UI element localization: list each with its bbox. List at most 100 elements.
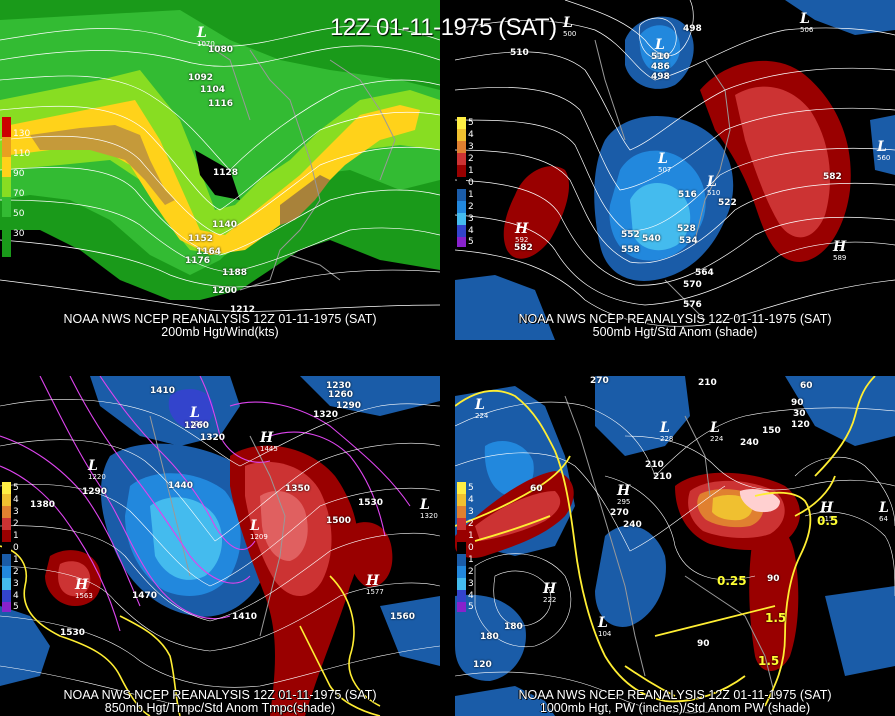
contour-label: 582 [823,172,842,182]
panel-caption-source: NOAA NWS NCEP REANALYSIS 12Z 01-11-1975 … [518,312,832,326]
panel-caption-field: 850mb Hgt/Tmpc/Std Anom Tmpc(shade) [104,701,336,715]
pw-contour-label: 0.5 [817,514,839,528]
anomaly-color-scale: 5 4 3 2 1 0 1 2 3 4 5 [2,482,42,612]
contour-label: 1380 [30,500,56,510]
wind-shade-50 [0,10,440,275]
contour-label: 1152 [188,234,214,244]
panel-caption-field: 500mb Hgt/Std Anom (shade) [592,325,758,339]
low-center: L 507 [658,151,672,174]
contour-label: 270 [610,508,629,518]
contour-label: 1092 [188,73,214,83]
main-title: 12Z 01-11-1975 (SAT) [330,14,557,41]
scale-swatch [2,217,11,257]
anom-neg-1e [870,115,895,175]
contour-label: 1176 [185,256,211,266]
contour-label: 210 [653,472,672,482]
scale-label: 50 [13,209,25,219]
yellow-temp-contours-850mb [0,545,381,716]
contour-label: 60 [800,381,813,391]
contour-label: 540 [642,234,661,244]
anom-neg-3 [630,182,691,251]
contour-label: 1530 [358,498,384,508]
low-center: L 510 [707,174,721,197]
contour-label: 180 [504,622,523,632]
panel-caption-source: NOAA NWS NCEP REANALYSIS 12Z 01-11-1975 … [63,688,377,702]
scale-label: 70 [13,189,25,199]
panel-500mb-height-anomaly: L 500 L 480 L 507 L 510 L 506 L 560 H 592 H 589 … [455,0,895,340]
low-center: L 228 [660,420,674,443]
contour-label: 570 [683,280,702,290]
anomaly-color-scale: 5 4 3 2 1 0 1 2 3 4 5 [457,482,497,612]
contour-label: 1350 [285,484,311,494]
contour-label: 1470 [132,591,158,601]
contour-label: 534 [679,236,698,246]
contour-label: 1104 [200,85,226,95]
anomaly-color-scale: 5 4 3 2 1 0 1 2 3 4 5 [457,117,497,247]
pw-contour-label: 0.25 [717,574,747,588]
wind-shade-110 [30,125,175,205]
anom-neg-1 [455,275,555,340]
contour-label: 582 [514,243,533,253]
temperature-contours-850mb [0,376,411,632]
high-center: H 1445 [260,430,278,453]
contour-label: 210 [645,460,664,470]
low-center: L 506 [800,11,814,34]
map-500mb [455,0,895,340]
scale-swatch [2,197,11,217]
contour-label: 180 [480,632,499,642]
high-center: H 1563 [75,577,93,600]
scale-label: 130 [13,129,31,139]
low-center-200mb: L 1070 [197,25,215,48]
low-center: L 1320 [420,497,438,520]
scale-swatch [2,117,11,137]
low-center: L 480 [655,37,669,60]
contour-label: 270 [590,376,609,386]
low-center: L 104 [598,615,612,638]
contour-label: 1260 [184,421,210,431]
low-center: L 1209 [250,518,268,541]
contour-label: 1230 [326,381,352,391]
high-center: H 222 [543,581,557,604]
scale-swatch [2,137,11,157]
wind-shade-110b [280,175,330,225]
contour-label: 1290 [82,487,108,497]
contour-label: 90 [767,574,780,584]
high-center: H 1577 [366,573,384,596]
height-contours-500mb [455,0,895,327]
contour-label: 1212 [230,305,256,315]
panel-caption-field: 1000mb Hgt, PW (inches)/Std Anom PW (sha… [539,701,811,715]
contour-label: 564 [695,268,714,278]
contour-label: 486 [651,62,670,72]
contour-label: 558 [621,245,640,255]
contour-label: 1500 [326,516,352,526]
contour-label: 240 [740,438,759,448]
pw-contours-1000mb [455,376,876,707]
height-contours-200mb [0,25,440,312]
contour-label: 1140 [212,220,238,230]
contour-label: 552 [621,230,640,240]
high-center: H 589 [833,239,847,262]
scale-label: 30 [13,229,25,239]
contour-label: 240 [623,520,642,530]
scale-label: 110 [13,149,31,159]
contour-label: 1188 [222,268,248,278]
panel-caption-source: NOAA NWS NCEP REANALYSIS 12Z 01-11-1975 … [518,688,832,702]
contour-label: 1116 [208,99,234,109]
low-center: L 64 [879,500,889,523]
panel-caption-field: 200mb Hgt/Wind(kts) [161,325,279,339]
anom-neg-2b [639,25,681,72]
high-center: H 295 [617,483,631,506]
scale-swatch [2,177,11,197]
low-center: L 1220 [88,458,106,481]
contour-label: 1164 [196,247,222,257]
map-1000mb [455,376,895,716]
scale-swatch [2,157,11,177]
contour-label: 1128 [213,168,239,178]
contour-label: 1260 [328,390,354,400]
contour-label: 120 [473,660,492,670]
contour-label: 510 [651,52,670,62]
pw-contour-label: 1.5 [765,611,787,625]
contour-label: 510 [510,48,529,58]
contour-label: 1440 [168,481,194,491]
